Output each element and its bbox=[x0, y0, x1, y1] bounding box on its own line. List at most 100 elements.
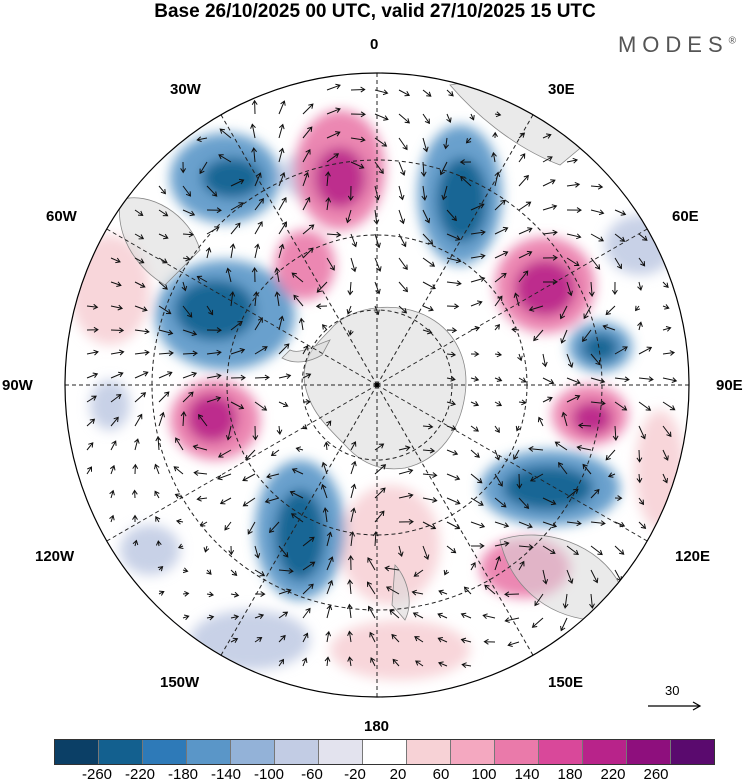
wind-arrow bbox=[542, 396, 553, 403]
wind-arrow bbox=[588, 281, 595, 297]
lon-label-60e: 60E bbox=[672, 208, 699, 225]
lon-label-90w: 90W bbox=[2, 377, 33, 394]
wind-arrow bbox=[302, 224, 315, 235]
colorbar-tick-label: 180 bbox=[557, 766, 583, 783]
wind-arrow bbox=[228, 545, 235, 556]
wind-arrow bbox=[518, 174, 529, 187]
wind-arrow bbox=[349, 531, 356, 547]
wind-arrow bbox=[320, 483, 328, 499]
wind-arrow bbox=[158, 281, 168, 290]
colorbar-tick-label: 140 bbox=[514, 766, 540, 783]
wind-arrow bbox=[278, 568, 294, 574]
wind-arrow bbox=[230, 569, 238, 577]
wind-arrow bbox=[369, 631, 376, 643]
wind-arrow bbox=[155, 540, 162, 547]
wind-arrow bbox=[614, 495, 623, 502]
wind-arrow bbox=[254, 613, 265, 620]
wind-arrow bbox=[518, 201, 532, 211]
wind-arrow bbox=[638, 257, 646, 267]
wind-arrow bbox=[180, 161, 187, 174]
wind-arrow bbox=[158, 233, 169, 240]
wind-arrow bbox=[374, 113, 389, 121]
wind-arrow bbox=[278, 221, 287, 235]
longitude-line bbox=[376, 384, 534, 656]
wind-arrow bbox=[109, 489, 115, 499]
wind-arrow bbox=[614, 401, 628, 411]
wind-arrow bbox=[494, 199, 506, 211]
wind-arrow bbox=[110, 257, 121, 264]
wind-arrow bbox=[531, 617, 544, 628]
wind-arrow bbox=[134, 305, 148, 312]
wind-arrow bbox=[470, 449, 480, 458]
wind-arrow bbox=[254, 172, 262, 187]
wind-arrow bbox=[252, 425, 259, 441]
wind-arrow bbox=[110, 371, 124, 379]
wind-arrow bbox=[134, 349, 150, 356]
wind-arrow bbox=[193, 470, 208, 476]
wind-arrow bbox=[437, 637, 448, 643]
wind-arrow bbox=[326, 579, 334, 595]
map-boundary bbox=[64, 72, 690, 698]
wind-arrow bbox=[507, 641, 520, 647]
wind-arrow bbox=[491, 151, 497, 163]
wind-arrow bbox=[561, 411, 568, 427]
wind-arrow bbox=[605, 305, 616, 316]
wind-arrow bbox=[225, 425, 232, 441]
wind-arrow bbox=[518, 560, 525, 571]
wind-arrow bbox=[134, 328, 150, 335]
wind-arrow bbox=[134, 233, 145, 240]
colorbar-tick-label: -60 bbox=[301, 766, 323, 783]
wind-arrow bbox=[389, 609, 400, 619]
wind-arrow bbox=[518, 497, 530, 510]
wind-arrow bbox=[230, 374, 246, 381]
wind-arrow bbox=[325, 171, 331, 187]
wind-arrow bbox=[494, 226, 509, 235]
colorbar-tick-label: -140 bbox=[210, 766, 242, 783]
wind-arrow bbox=[518, 521, 533, 529]
wind-arrow bbox=[662, 425, 672, 438]
wind-arrow bbox=[86, 303, 99, 310]
wind-arrow bbox=[254, 317, 263, 331]
wind-arrow bbox=[611, 281, 618, 296]
wind-arrow bbox=[504, 617, 520, 623]
wind-arrow bbox=[278, 196, 287, 211]
wind-arrow bbox=[199, 521, 208, 527]
wind-arrow bbox=[110, 440, 117, 451]
wind-arrow bbox=[542, 377, 555, 385]
wind-arrow bbox=[158, 391, 170, 403]
wind-arrow bbox=[560, 329, 568, 344]
wind-arrow bbox=[582, 329, 592, 342]
wind-arrow bbox=[218, 154, 232, 163]
wind-arrow bbox=[242, 473, 256, 482]
anomaly-blob bbox=[503, 466, 593, 510]
colorbar-tick-label: 20 bbox=[389, 766, 407, 783]
wind-arrow bbox=[278, 100, 286, 115]
wind-arrow bbox=[158, 257, 168, 264]
wind-arrow bbox=[278, 658, 285, 667]
wind-arrow bbox=[278, 243, 285, 259]
wind-arrow bbox=[86, 372, 99, 379]
wind-arrow bbox=[542, 204, 558, 211]
wind-arrow bbox=[326, 107, 341, 115]
wind-arrow bbox=[350, 460, 357, 475]
wind-arrow bbox=[134, 371, 149, 379]
wind-arrow bbox=[326, 231, 342, 238]
wind-arrow bbox=[566, 545, 579, 555]
land-outlines bbox=[118, 82, 621, 621]
wind-arrow bbox=[533, 329, 544, 342]
wind-arrow bbox=[542, 179, 556, 187]
wind-arrow bbox=[278, 343, 290, 355]
wind-arrow bbox=[175, 437, 184, 451]
wind-arrow bbox=[470, 542, 485, 549]
anomaly-blob bbox=[175, 280, 255, 340]
wind-arrow bbox=[662, 326, 672, 332]
wind-arrow bbox=[86, 349, 99, 356]
wind-arrow bbox=[181, 281, 188, 292]
wind-arrow bbox=[182, 231, 195, 238]
wind-arrow bbox=[198, 414, 208, 427]
wind-arrow bbox=[528, 446, 544, 452]
modes-logo: MODES® bbox=[617, 32, 736, 57]
colorbar-swatch bbox=[450, 740, 494, 764]
wind-arrow bbox=[614, 209, 627, 216]
